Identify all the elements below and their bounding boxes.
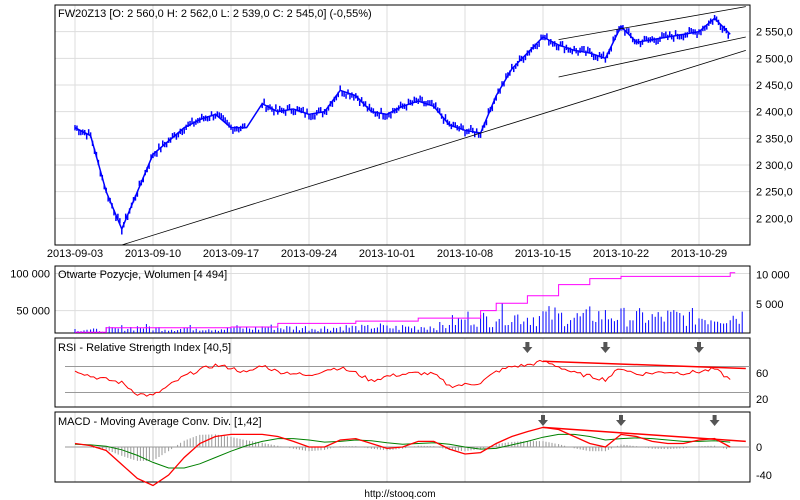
- x-tick-label: 2013-10-08: [437, 248, 493, 260]
- rsi-tick-label: 20: [756, 394, 768, 406]
- x-tick-label: 2013-09-10: [125, 248, 181, 260]
- volume-right-tick-label: 5 000: [756, 299, 784, 311]
- macd-line: [74, 426, 731, 487]
- rsi-panel: [54, 337, 751, 408]
- price-tick-label: 2 200,0: [756, 213, 793, 225]
- price-panel: [54, 4, 751, 246]
- macd-signal-line: [74, 433, 731, 469]
- price-tick-label: 2 550,0: [756, 27, 793, 39]
- price-trendline: [558, 36, 746, 78]
- price-trendline: [121, 49, 746, 246]
- x-tick-label: 2013-09-03: [47, 248, 103, 260]
- x-tick-label: 2013-10-22: [593, 248, 649, 260]
- price-line: [74, 17, 731, 231]
- down-arrow-icon: [694, 342, 704, 353]
- price-title: FW20Z13 [O: 2 560,0 H: 2 562,0 L: 2 539,…: [58, 8, 372, 20]
- x-tick-label: 2013-09-17: [203, 248, 259, 260]
- down-arrow-icon: [600, 342, 611, 353]
- down-arrow-icon: [709, 415, 720, 426]
- volume-title: Otwarte Pozycje, Wolumen [4 494]: [58, 269, 227, 281]
- down-arrow-icon: [616, 415, 626, 426]
- x-tick-label: 2013-09-24: [281, 248, 337, 260]
- down-arrow-icon: [522, 342, 533, 353]
- price-tick-label: 2 250,0: [756, 187, 793, 199]
- macd-title: MACD - Moving Average Conv. Div. [1,42]: [58, 416, 262, 428]
- price-tick-label: 2 300,0: [756, 160, 793, 172]
- price-tick-label: 2 350,0: [756, 133, 793, 145]
- price-tick-label: 2 400,0: [756, 107, 793, 119]
- price-tick-label: 2 450,0: [756, 80, 793, 92]
- volume-left-tick-label: 50 000: [16, 306, 50, 318]
- x-tick-label: 2013-10-01: [359, 248, 415, 260]
- price-tick-label: 2 500,0: [756, 53, 793, 65]
- macd-tick-label: -40: [756, 470, 772, 482]
- macd-trendline: [542, 426, 746, 443]
- price-trendline: [558, 6, 746, 41]
- x-tick-label: 2013-10-29: [671, 248, 727, 260]
- volume-right-tick-label: 10 000: [756, 270, 790, 282]
- rsi-title: RSI - Relative Strength Index [40,5]: [58, 342, 231, 354]
- x-tick-label: 2013-10-15: [515, 248, 571, 260]
- rsi-tick-label: 60: [756, 368, 768, 380]
- rsi-trendline: [542, 360, 746, 370]
- macd-tick-label: 0: [756, 442, 762, 454]
- open-interest-line: [75, 272, 736, 333]
- down-arrow-icon: [538, 415, 548, 426]
- rsi-line: [74, 359, 731, 397]
- footer-link[interactable]: http://stooq.com: [364, 489, 435, 500]
- volume-left-tick-label: 100 000: [10, 268, 50, 280]
